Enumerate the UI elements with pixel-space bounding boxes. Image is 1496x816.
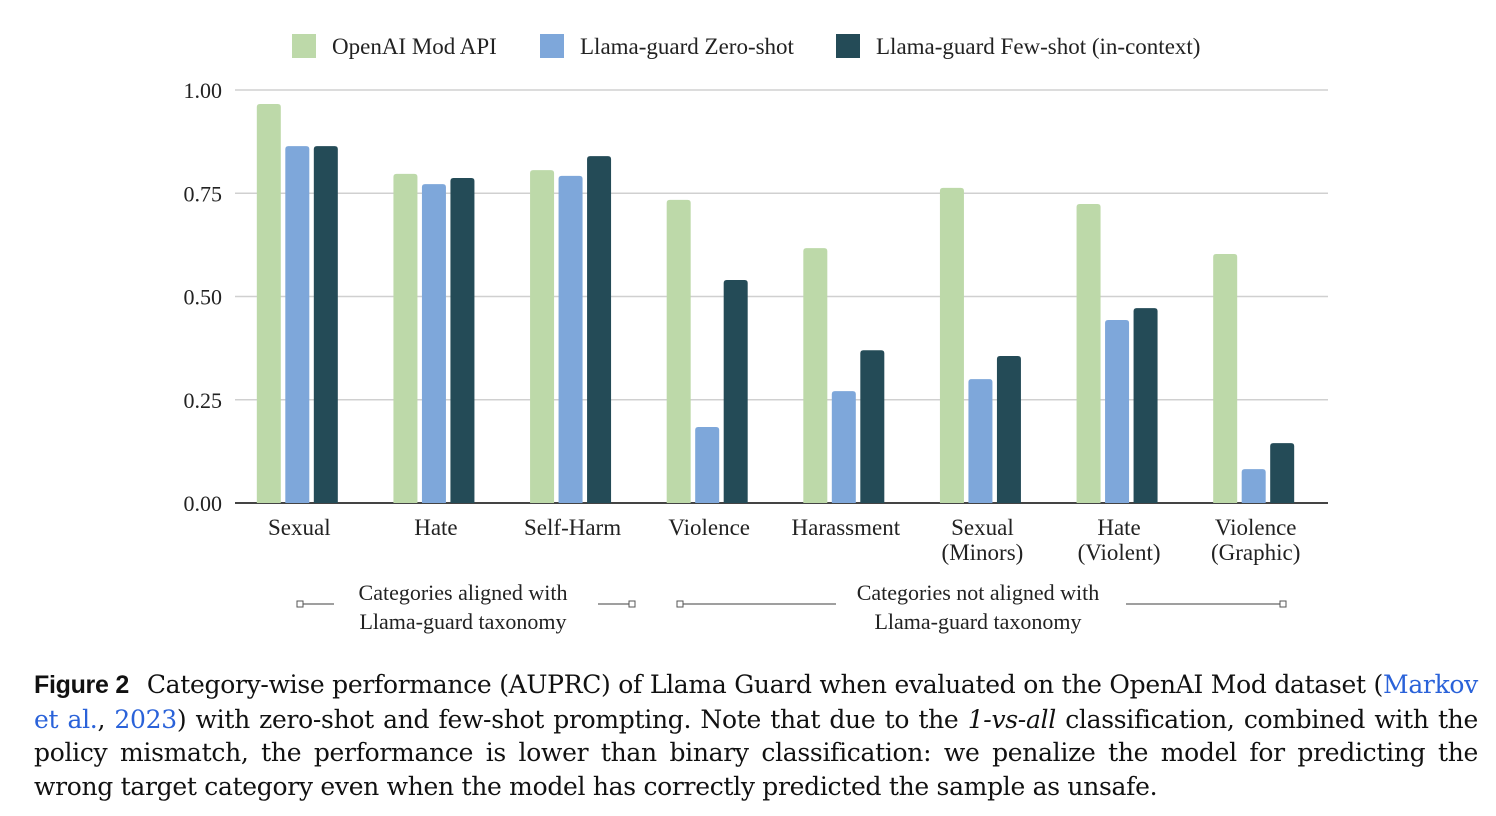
- x-tick-label: Violence: [668, 515, 750, 540]
- figure-label: Figure 2: [34, 671, 129, 699]
- legend-swatch: [836, 34, 860, 58]
- legend-label: Llama-guard Few-shot (in-context): [876, 34, 1200, 59]
- bar: [256, 104, 281, 504]
- x-tick-label: Self-Harm: [524, 515, 621, 540]
- bar: [968, 379, 993, 503]
- bar: [1241, 469, 1266, 503]
- y-tick-label: 0.25: [184, 388, 223, 413]
- caption-text: Category-wise performance (AUPRC) of Lla…: [146, 670, 1384, 699]
- y-tick-label: 0.00: [184, 491, 223, 516]
- bar: [530, 170, 555, 503]
- bar: [831, 391, 856, 503]
- citation-author-link[interactable]: Markov et al.: [34, 670, 1478, 734]
- y-tick-label: 1.00: [184, 78, 223, 103]
- bar: [1076, 203, 1101, 503]
- x-tick-label: (Violent): [1078, 540, 1161, 565]
- bar: [860, 350, 885, 503]
- legend-label: Llama-guard Zero-shot: [580, 34, 795, 59]
- bar: [313, 146, 338, 503]
- group-annotation-label: Llama-guard taxonomy: [359, 609, 566, 634]
- group-annotation-label: Categories not aligned with: [857, 580, 1100, 605]
- caption-emphasis: 1-vs-all: [967, 704, 1057, 734]
- caption-text: ) with zero-shot and few-shot prompting.…: [176, 704, 968, 734]
- bar: [695, 427, 720, 503]
- bar: [393, 173, 418, 504]
- caption-text: classification, combined with the policy…: [34, 704, 1478, 801]
- x-tick-label: Hate: [1097, 515, 1140, 540]
- group-annotation-label: Categories aligned with: [359, 580, 568, 605]
- y-tick-label: 0.50: [184, 285, 223, 310]
- bracket-end: [676, 600, 684, 608]
- bar: [1133, 308, 1158, 503]
- bar: [450, 177, 475, 503]
- x-tick-label: Sexual: [268, 515, 331, 540]
- citation-year-link[interactable]: 2023: [114, 704, 177, 734]
- bar: [723, 279, 748, 503]
- bar: [1105, 320, 1130, 503]
- bar: [939, 187, 964, 504]
- bar: [803, 248, 828, 503]
- bar: [587, 156, 612, 503]
- legend-label: OpenAI Mod API: [332, 34, 497, 59]
- bar: [285, 146, 310, 503]
- x-tick-label: Sexual: [951, 515, 1014, 540]
- legend-swatch: [292, 34, 316, 58]
- figure-caption: Figure 2 Category-wise performance (AUPR…: [34, 668, 1478, 803]
- bracket-end: [1279, 600, 1287, 608]
- bar: [1270, 443, 1295, 503]
- bar: [666, 199, 691, 503]
- caption-sep: ,: [97, 704, 115, 734]
- bar-chart: 0.00 0.25 0.50 0.75 1.00 OpenAI Mod API Llama-…: [184, 34, 1328, 634]
- x-tick-label: (Minors): [942, 540, 1024, 565]
- bar: [996, 355, 1021, 503]
- x-tick-label: (Graphic): [1211, 540, 1300, 565]
- bar: [421, 184, 446, 503]
- bracket-end: [296, 600, 304, 608]
- bar: [558, 175, 583, 504]
- bar: [1213, 253, 1238, 503]
- bracket-end: [628, 600, 636, 608]
- y-tick-label: 0.75: [184, 181, 223, 206]
- x-tick-label: Hate: [414, 515, 457, 540]
- legend-swatch: [540, 34, 564, 58]
- x-tick-label: Harassment: [792, 515, 901, 540]
- group-annotation-label: Llama-guard taxonomy: [874, 609, 1081, 634]
- x-tick-label: Violence: [1215, 515, 1297, 540]
